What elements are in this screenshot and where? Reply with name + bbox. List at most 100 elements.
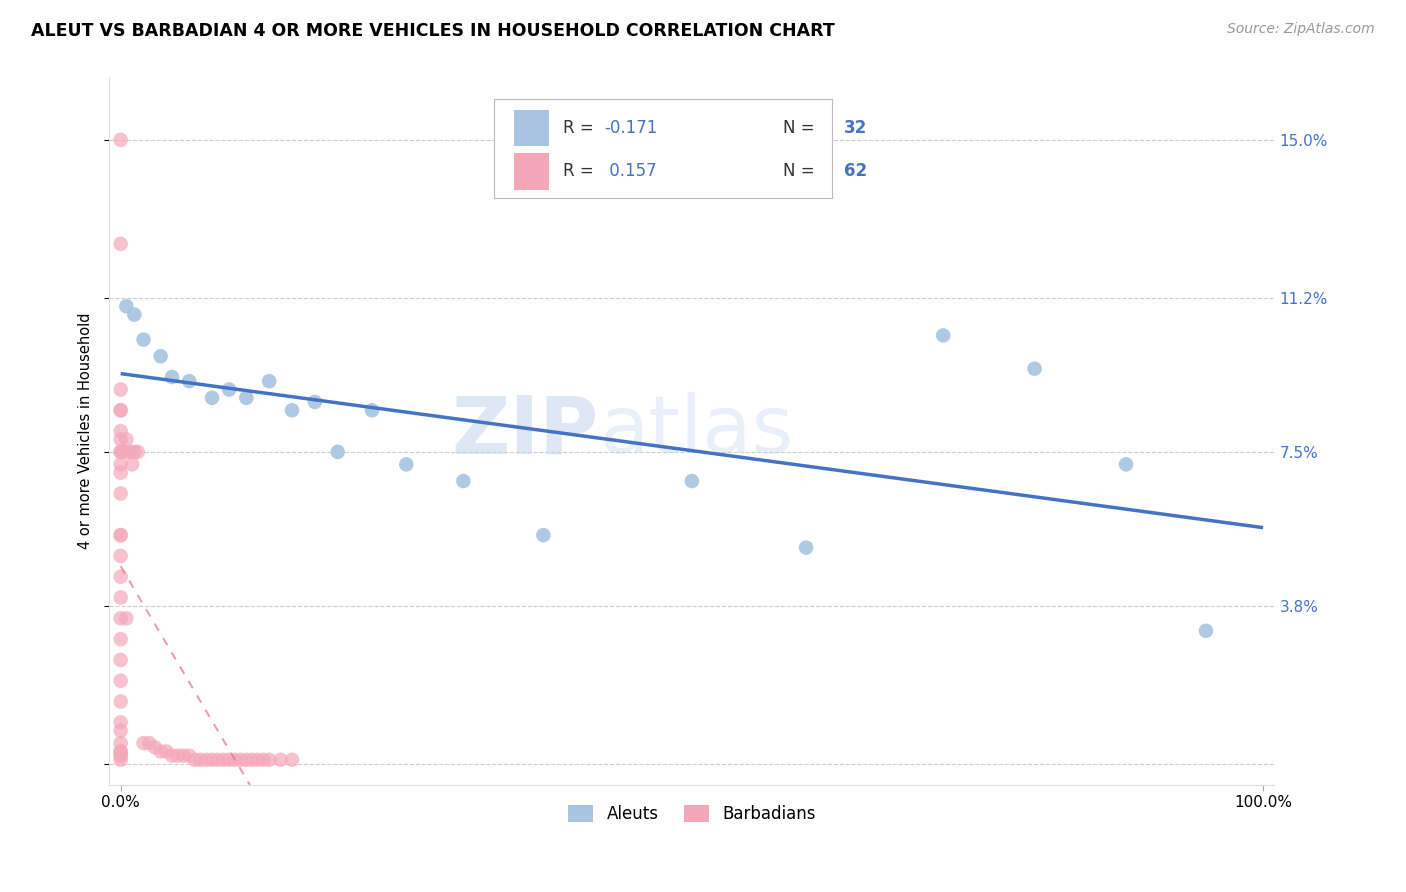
Point [110, 570, 132, 584]
Point [179, 374, 201, 388]
Point [149, 744, 172, 758]
Point [257, 374, 280, 388]
Point [281, 403, 304, 417]
FancyBboxPatch shape [494, 99, 832, 198]
Point [160, 370, 183, 384]
Point [110, 236, 132, 251]
Point [395, 458, 418, 472]
Point [127, 445, 149, 459]
Point [218, 753, 240, 767]
Legend: Aleuts, Barbadians: Aleuts, Barbadians [561, 798, 823, 830]
Text: ALEUT VS BARBADIAN 4 OR MORE VEHICLES IN HOUSEHOLD CORRELATION CHART: ALEUT VS BARBADIAN 4 OR MORE VEHICLES IN… [31, 22, 835, 40]
Point [110, 611, 132, 625]
Point [1024, 361, 1046, 376]
Point [184, 753, 207, 767]
Point [252, 753, 274, 767]
Point [110, 694, 132, 708]
Point [110, 753, 132, 767]
Point [110, 632, 132, 647]
Point [201, 753, 224, 767]
Point [115, 433, 138, 447]
Point [235, 753, 257, 767]
Point [531, 528, 554, 542]
Point [155, 744, 177, 758]
Point [681, 474, 703, 488]
Point [110, 528, 132, 542]
Point [110, 403, 132, 417]
Point [235, 391, 257, 405]
Point [110, 528, 132, 542]
Point [110, 549, 132, 563]
Text: N =: N = [783, 119, 820, 137]
Point [149, 349, 172, 363]
Point [166, 748, 188, 763]
Point [110, 466, 132, 480]
Point [115, 299, 138, 313]
Point [110, 433, 132, 447]
Point [361, 403, 384, 417]
Point [195, 753, 218, 767]
Point [229, 753, 252, 767]
Point [281, 753, 304, 767]
Text: -0.171: -0.171 [605, 119, 658, 137]
Point [1195, 624, 1218, 638]
Point [190, 753, 212, 767]
Bar [513, 110, 548, 146]
Point [132, 333, 155, 347]
Point [110, 748, 132, 763]
Point [110, 744, 132, 758]
Point [179, 748, 201, 763]
Text: 62: 62 [844, 162, 866, 180]
Point [212, 753, 235, 767]
Point [124, 308, 146, 322]
Text: atlas: atlas [599, 392, 793, 470]
Point [115, 611, 138, 625]
Point [110, 723, 132, 738]
Bar [513, 153, 548, 190]
Point [326, 445, 349, 459]
Point [224, 753, 246, 767]
Point [304, 395, 326, 409]
Text: ZIP: ZIP [451, 392, 599, 470]
Point [110, 748, 132, 763]
Point [110, 458, 132, 472]
Text: 32: 32 [844, 119, 866, 137]
Point [110, 424, 132, 438]
Point [453, 474, 475, 488]
Point [270, 753, 292, 767]
Point [201, 391, 224, 405]
Point [143, 740, 166, 755]
Point [110, 486, 132, 500]
Point [207, 753, 229, 767]
Point [112, 445, 135, 459]
Point [132, 736, 155, 750]
Text: N =: N = [783, 162, 820, 180]
Point [110, 445, 132, 459]
Point [110, 736, 132, 750]
Text: R =: R = [562, 119, 599, 137]
Point [118, 445, 141, 459]
Point [218, 383, 240, 397]
Text: 0.157: 0.157 [605, 162, 657, 180]
Point [932, 328, 955, 343]
Point [794, 541, 817, 555]
Point [173, 748, 195, 763]
Text: Source: ZipAtlas.com: Source: ZipAtlas.com [1227, 22, 1375, 37]
Point [1115, 458, 1137, 472]
Point [110, 715, 132, 730]
Point [110, 445, 132, 459]
Point [110, 403, 132, 417]
Point [246, 753, 269, 767]
Point [124, 445, 146, 459]
Point [110, 673, 132, 688]
Point [110, 133, 132, 147]
Point [110, 744, 132, 758]
Y-axis label: 4 or more Vehicles in Household: 4 or more Vehicles in Household [79, 313, 93, 549]
Point [160, 748, 183, 763]
Point [110, 653, 132, 667]
Point [110, 383, 132, 397]
Point [110, 591, 132, 605]
Text: R =: R = [562, 162, 599, 180]
Point [121, 458, 143, 472]
Point [138, 736, 160, 750]
